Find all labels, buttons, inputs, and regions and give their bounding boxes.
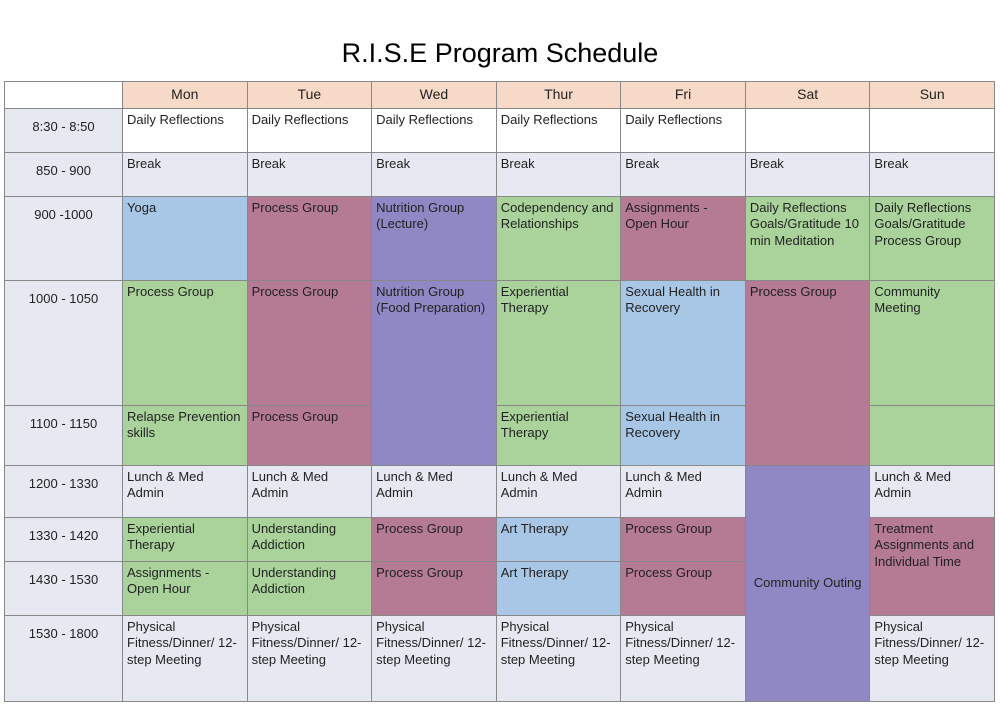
schedule-cell: Lunch & Med Admin — [621, 466, 746, 518]
schedule-cell: Lunch & Med Admin — [870, 466, 995, 518]
schedule-cell: Daily Reflections — [123, 109, 248, 153]
time-slot: 1330 - 1420 — [5, 518, 123, 562]
schedule-cell: Process Group — [248, 281, 373, 406]
time-slot: 1000 - 1050 — [5, 281, 123, 406]
header-day: Fri — [621, 82, 746, 109]
schedule-cell — [746, 109, 871, 153]
schedule-cell: Break — [123, 153, 248, 197]
schedule-cell: Nutrition Group (Lecture) — [372, 197, 497, 281]
schedule-cell: Process Group — [621, 562, 746, 616]
page-title: R.I.S.E Program Schedule — [0, 38, 1000, 69]
schedule-cell: Assignments - Open Hour — [621, 197, 746, 281]
schedule-cell: Break — [372, 153, 497, 197]
schedule-cell: Process Group — [123, 281, 248, 406]
schedule-cell: Experiential Therapy — [497, 281, 622, 406]
schedule-cell: Lunch & Med Admin — [123, 466, 248, 518]
schedule-cell: Art Therapy — [497, 562, 622, 616]
schedule-cell: Process Group — [746, 281, 871, 466]
time-slot: 8:30 - 8:50 — [5, 109, 123, 153]
schedule-cell: Sexual Health in Recovery — [621, 281, 746, 406]
schedule-cell: Daily Reflections — [248, 109, 373, 153]
schedule-cell: Process Group — [372, 562, 497, 616]
schedule-cell: Physical Fitness/Dinner/ 12-step Meeting — [621, 616, 746, 702]
schedule-cell: Lunch & Med Admin — [497, 466, 622, 518]
header-day: Sat — [746, 82, 871, 109]
schedule-cell: Yoga — [123, 197, 248, 281]
schedule-cell: Assignments - Open Hour — [123, 562, 248, 616]
schedule-cell: Daily Reflections — [372, 109, 497, 153]
time-slot: 1100 - 1150 — [5, 406, 123, 466]
header-day: Sun — [870, 82, 995, 109]
time-slot: 850 - 900 — [5, 153, 123, 197]
schedule-cell — [870, 109, 995, 153]
schedule-cell — [870, 406, 995, 466]
schedule-cell: Lunch & Med Admin — [372, 466, 497, 518]
schedule-cell: Process Group — [248, 197, 373, 281]
schedule-cell: Physical Fitness/Dinner/ 12-step Meeting — [248, 616, 373, 702]
time-slot: 900 -1000 — [5, 197, 123, 281]
schedule-cell: Physical Fitness/Dinner/ 12-step Meeting — [497, 616, 622, 702]
schedule-cell: Physical Fitness/Dinner/ 12-step Meeting — [870, 616, 995, 702]
time-slot: 1530 - 1800 — [5, 616, 123, 702]
schedule-cell: Sexual Health in Recovery — [621, 406, 746, 466]
schedule-cell: Experiential Therapy — [123, 518, 248, 562]
header-day: Wed — [372, 82, 497, 109]
schedule-cell: Break — [248, 153, 373, 197]
time-slot: 1430 - 1530 — [5, 562, 123, 616]
schedule-cell: Daily Reflections Goals/Gratitude 10 min… — [746, 197, 871, 281]
schedule-cell: Understanding Addiction — [248, 518, 373, 562]
schedule-cell: Community Meeting — [870, 281, 995, 406]
schedule-cell: Process Group — [372, 518, 497, 562]
header-day: Mon — [123, 82, 248, 109]
schedule-cell: Daily Reflections Goals/Gratitude Proces… — [870, 197, 995, 281]
header-corner — [5, 82, 123, 109]
schedule-cell: Community Outing — [746, 466, 871, 702]
schedule-cell: Codependency and Relationships — [497, 197, 622, 281]
schedule-cell: Break — [497, 153, 622, 197]
schedule-grid: MonTueWedThurFriSatSun 8:30 - 8:50850 - 9… — [4, 81, 995, 702]
schedule-cell: Lunch & Med Admin — [248, 466, 373, 518]
schedule-cell: Treatment Assignments and Individual Tim… — [870, 518, 995, 616]
schedule-cell: Break — [621, 153, 746, 197]
schedule-cell: Art Therapy — [497, 518, 622, 562]
header-day: Thur — [497, 82, 622, 109]
schedule-cell: Nutrition Group (Food Preparation) — [372, 281, 497, 466]
schedule-cell: Daily Reflections — [621, 109, 746, 153]
schedule-cell: Relapse Prevention skills — [123, 406, 248, 466]
header-day: Tue — [248, 82, 373, 109]
time-slot: 1200 - 1330 — [5, 466, 123, 518]
schedule-cell: Experiential Therapy — [497, 406, 622, 466]
schedule-cell: Understanding Addiction — [248, 562, 373, 616]
schedule-cell: Break — [746, 153, 871, 197]
schedule-cell: Process Group — [248, 406, 373, 466]
schedule-cell: Physical Fitness/Dinner/ 12-step Meeting — [372, 616, 497, 702]
schedule-cell: Physical Fitness/Dinner/ 12-step Meeting — [123, 616, 248, 702]
schedule-cell: Daily Reflections — [497, 109, 622, 153]
schedule-cell: Process Group — [621, 518, 746, 562]
schedule-cell: Break — [870, 153, 995, 197]
